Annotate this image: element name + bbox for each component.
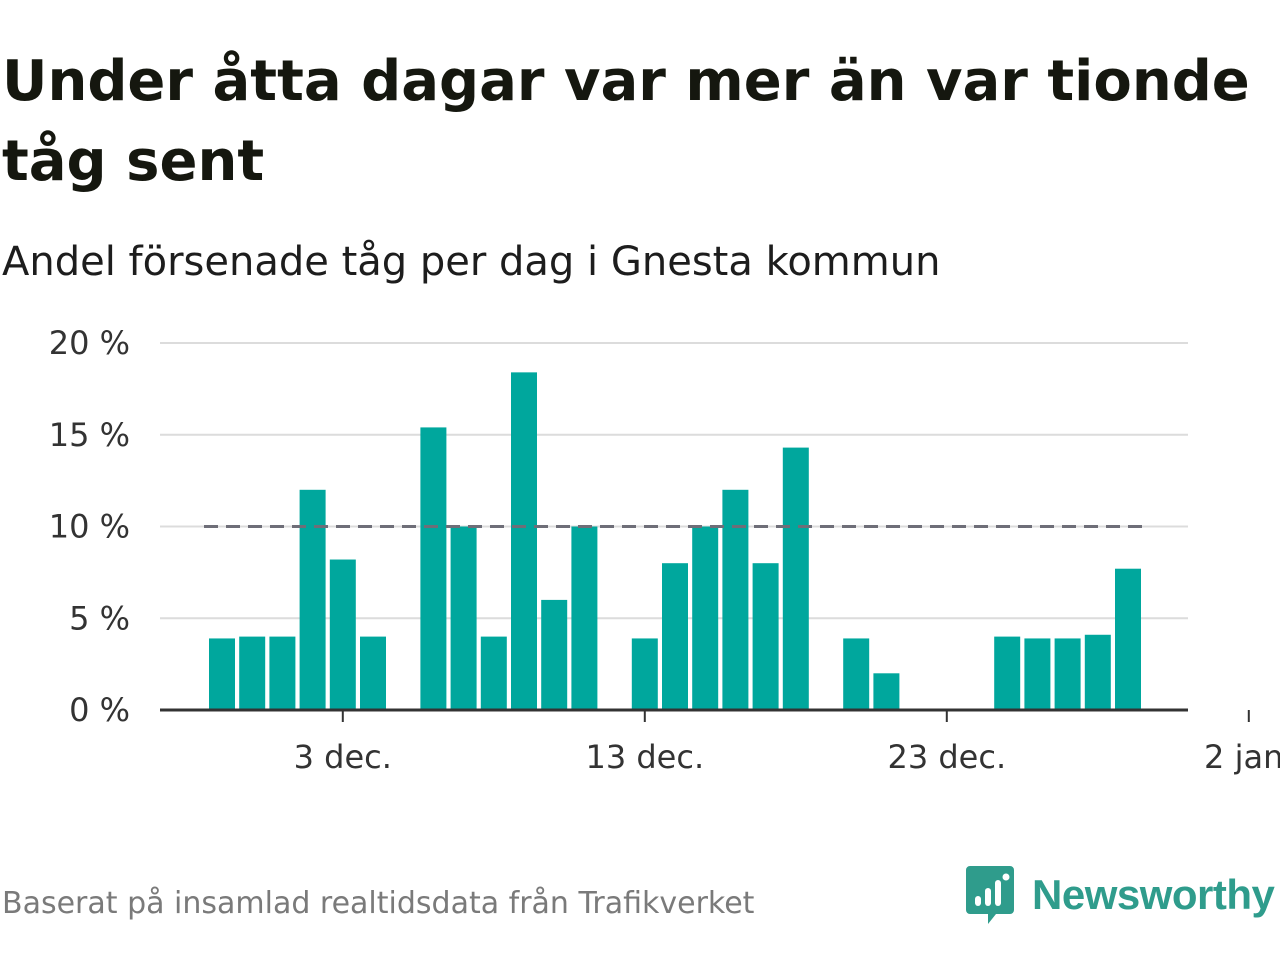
bar <box>420 427 447 710</box>
bar <box>1084 634 1111 710</box>
bar <box>1024 638 1051 710</box>
bar-chart: 0 % 5 % 10 % 15 % 20 % 3 dec. 13 dec. 23 dec. 2… <box>49 324 1280 776</box>
x-tick-label: 23 dec. <box>887 738 1006 776</box>
bar <box>329 559 356 710</box>
bar <box>239 636 266 710</box>
bar <box>511 372 537 710</box>
bar <box>692 526 719 710</box>
chart-title: Under åtta dagar var mer än var tionde t… <box>2 49 1250 194</box>
bar <box>662 563 688 710</box>
chart-subtitle: Andel försenade tåg per dag i Gnesta kom… <box>2 239 941 285</box>
bar <box>299 489 326 710</box>
brand-name: Newsworthy <box>1032 871 1275 918</box>
bar <box>873 673 900 710</box>
y-tick-label: 0 % <box>69 691 130 729</box>
bar <box>450 526 477 710</box>
source-note: Baserat på insamlad realtidsdata från Tr… <box>2 886 755 921</box>
bar <box>994 636 1021 710</box>
bar <box>843 638 870 710</box>
brand-logo[interactable]: Newsworthy <box>966 866 1275 924</box>
x-tick-label: 13 dec. <box>585 738 704 776</box>
bar <box>1115 568 1141 710</box>
newsworthy-logo-icon <box>966 866 1014 924</box>
x-tick-label: 2 jan. <box>1204 738 1280 776</box>
y-tick-label: 5 % <box>69 599 130 637</box>
bar <box>1054 638 1081 710</box>
bar <box>209 638 235 710</box>
x-tick-label: 3 dec. <box>294 738 392 776</box>
bars <box>209 372 1141 710</box>
y-axis-labels: 0 % 5 % 10 % 15 % 20 % <box>49 324 130 729</box>
y-tick-label: 10 % <box>49 508 130 546</box>
bar <box>360 636 386 710</box>
x-axis: 3 dec. 13 dec. 23 dec. 2 jan. <box>160 708 1280 776</box>
bar <box>480 636 507 710</box>
bar <box>752 563 779 710</box>
bar <box>541 599 568 710</box>
bar <box>722 489 749 710</box>
bar <box>269 636 296 710</box>
y-tick-label: 20 % <box>49 324 130 362</box>
bar <box>571 526 598 710</box>
bar <box>631 638 658 710</box>
y-tick-label: 15 % <box>49 416 130 454</box>
bar <box>782 447 809 710</box>
